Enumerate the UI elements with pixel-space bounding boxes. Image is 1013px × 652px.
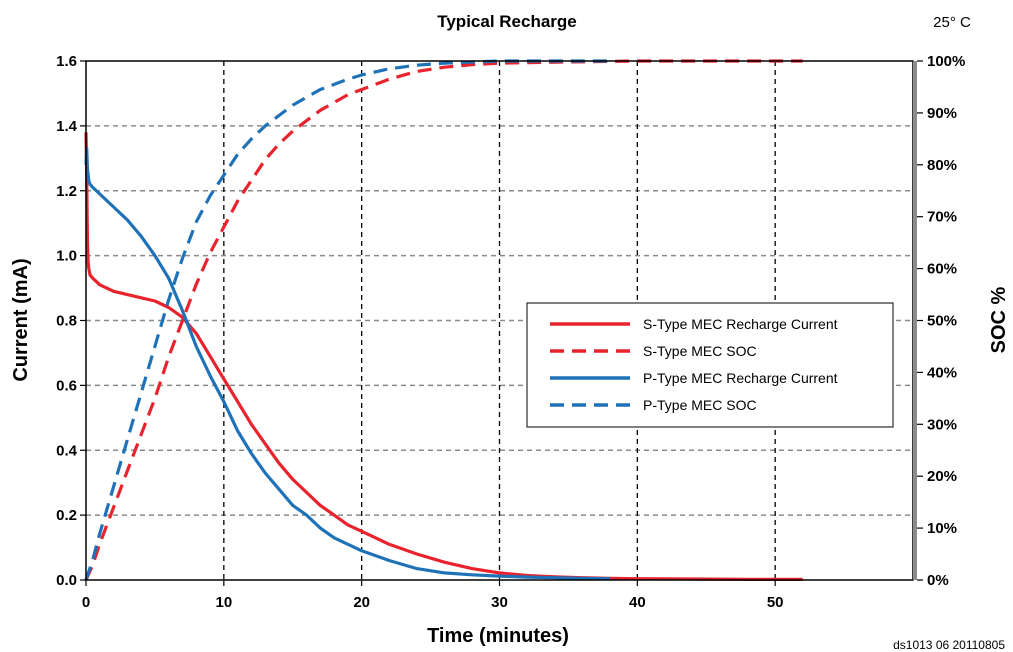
legend: S-Type MEC Recharge Current S-Type MEC SO…	[526, 302, 894, 428]
series-p-type-mec-soc	[84, 59, 610, 581]
x-tick-label: 20	[353, 594, 370, 611]
y-tick-label: 0.0	[56, 572, 77, 589]
y2-tick-label: 30%	[927, 416, 957, 433]
x-tick-label: 40	[629, 594, 646, 611]
legend-label: P-Type MEC SOC	[643, 397, 757, 413]
x-tick-label: 0	[82, 594, 90, 611]
y2-tick-label: 40%	[927, 364, 957, 381]
y2-tick-label: 0%	[927, 572, 949, 589]
y-tick-label: 0.2	[56, 507, 77, 524]
y2-tick-label: 10%	[927, 520, 957, 537]
y2-tick-label: 80%	[927, 157, 957, 174]
y-axis-title: Current (mA)	[10, 258, 32, 381]
y-tick-label: 0.4	[56, 442, 78, 459]
x-tick-label: 50	[767, 594, 784, 611]
chart-title: Typical Recharge	[437, 12, 577, 31]
y2-tick-label: 20%	[927, 468, 957, 485]
y-tick-label: 1.4	[56, 118, 78, 135]
grid-lines	[86, 61, 913, 580]
y2-tick-label: 50%	[927, 313, 957, 330]
x-axis-title: Time (minutes)	[427, 625, 569, 647]
y-tick-label: 1.2	[56, 183, 77, 200]
series-lines	[84, 59, 803, 582]
y-tick-label: 1.0	[56, 248, 77, 265]
legend-label: S-Type MEC SOC	[643, 343, 757, 359]
y-tick-label: 1.6	[56, 53, 77, 70]
series-p-type-mec-recharge-current	[84, 147, 610, 581]
y2-tick-label: 100%	[927, 53, 965, 70]
x-tick-label: 10	[215, 594, 232, 611]
document-id: ds1013 06 20110805	[893, 638, 1005, 652]
y-tick-label: 0.8	[56, 313, 77, 330]
x-tick-label: 30	[491, 594, 508, 611]
y-tick-label: 0.6	[56, 377, 77, 394]
legend-label: P-Type MEC Recharge Current	[643, 370, 838, 386]
secondary-axis-bar	[913, 61, 917, 580]
tick-marks	[80, 60, 923, 586]
y2-tick-label: 60%	[927, 261, 957, 278]
series-s-type-mec-soc	[84, 59, 803, 581]
y2-tick-label: 70%	[927, 209, 957, 226]
tick-labels: 0.0 0.2 0.4 0.6 0.8 1.0 1.2 1.4 1.6 0 10 20 30 40 50 0%…	[56, 53, 965, 611]
legend-label: S-Type MEC Recharge Current	[643, 316, 838, 332]
temperature-note: 25° C	[933, 14, 971, 31]
y2-tick-label: 90%	[927, 105, 957, 122]
y2-axis-title: SOC %	[988, 286, 1010, 353]
